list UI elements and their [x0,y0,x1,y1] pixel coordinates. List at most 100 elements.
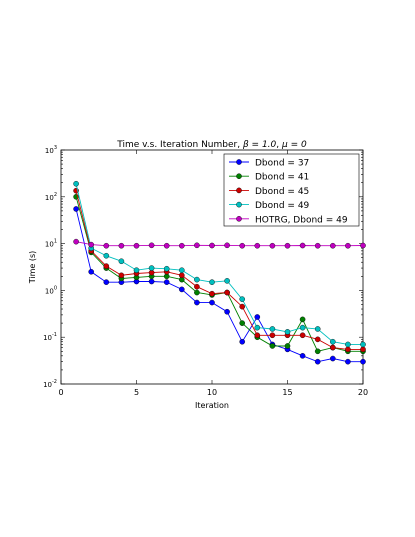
data-point [299,242,306,249]
data-point [224,289,230,296]
data-point [73,206,79,212]
legend-marker [236,187,242,194]
data-point [299,332,306,339]
data-point [254,242,261,249]
legend-marker [236,159,242,165]
data-point [360,346,366,353]
data-point [163,265,170,272]
legend-label: HOTRG, Dbond = 49 [255,215,348,225]
data-point [239,338,245,345]
x-tick-label: 0 [58,388,63,397]
y-tick-label: 10-1 [43,332,57,342]
data-point [103,242,110,249]
x-axis-label: Iteration [195,401,229,410]
data-point [345,242,351,249]
data-point [239,320,245,326]
title-sep: , [276,140,282,150]
data-point [178,272,185,279]
data-point [345,358,351,365]
data-point [118,258,125,265]
data-point [178,242,185,249]
data-point [314,348,321,355]
data-point [224,242,230,249]
data-point [73,238,79,245]
data-point [269,326,276,332]
x-tick-label: 15 [282,388,292,397]
data-point [224,278,230,284]
x-tick-label: 20 [358,388,368,397]
data-point [103,263,110,269]
data-point [209,299,215,306]
data-point [88,241,94,248]
x-tick-label: 10 [207,388,217,397]
legend-label: Dbond = 49 [255,201,310,211]
legend: Dbond = 37 Dbond = 41 Dbond = 45 Dbond = 49… [223,153,360,227]
data-point [269,343,276,349]
y-axis-label: Time (s) [28,251,37,285]
data-point [314,242,321,249]
x-tick-label: 5 [134,388,139,397]
data-point [239,242,245,249]
legend-marker [236,215,242,222]
title-mu: μ = 0 [281,140,307,150]
data-point [148,278,155,285]
data-point [329,355,336,362]
data-point [209,242,215,249]
legend-marker [236,173,242,179]
data-point [269,332,276,339]
y-tick-label: 10-2 [43,379,57,389]
data-point [284,343,291,349]
data-point [178,286,185,293]
y-tick-label: 102 [45,192,57,202]
y-tick-label: 100 [45,285,57,295]
data-point [254,332,261,339]
legend-label: Dbond = 41 [255,173,309,183]
data-point [360,341,366,348]
data-point [314,358,321,365]
data-point [209,279,215,285]
data-point [254,324,261,331]
data-point [345,341,351,348]
data-point [209,290,215,297]
data-point [314,336,321,343]
data-point [118,242,125,249]
data-point [224,308,230,315]
data-point [148,242,155,249]
data-point [269,242,276,249]
data-point [148,265,155,271]
data-point [284,242,291,249]
data-point [194,276,200,283]
data-point [194,242,200,249]
y-tick-label: 103 [45,145,57,155]
title-beta: β = 1.0 [242,140,277,150]
data-point [329,344,336,351]
data-point [299,353,306,359]
data-point [103,279,110,285]
data-point [284,329,291,335]
data-point [239,296,245,302]
data-point [360,358,366,365]
data-point [194,299,200,306]
data-point [133,267,140,274]
chart-title-text: Time v.s. Iteration Number, [116,140,243,150]
data-point [73,180,79,187]
tick-labels: 0 5 10 15 20 10-2 10-1 100 101 102 103 [43,145,368,397]
legend-marker [236,201,242,208]
legend-label: Dbond = 45 [255,187,309,197]
data-point [299,324,306,331]
data-point [178,267,185,274]
data-point [194,283,200,290]
y-tick-label: 101 [45,239,57,249]
series-layer [73,180,366,365]
data-point [194,289,200,296]
data-point [360,242,366,249]
chart-title: Time v.s. Iteration Number, β = 1.0, μ =… [116,140,307,150]
data-point [314,326,321,332]
data-point [88,268,94,275]
data-point [329,338,336,345]
data-point [329,242,336,249]
data-point [299,316,306,323]
data-point [118,272,125,279]
data-point [163,242,170,249]
